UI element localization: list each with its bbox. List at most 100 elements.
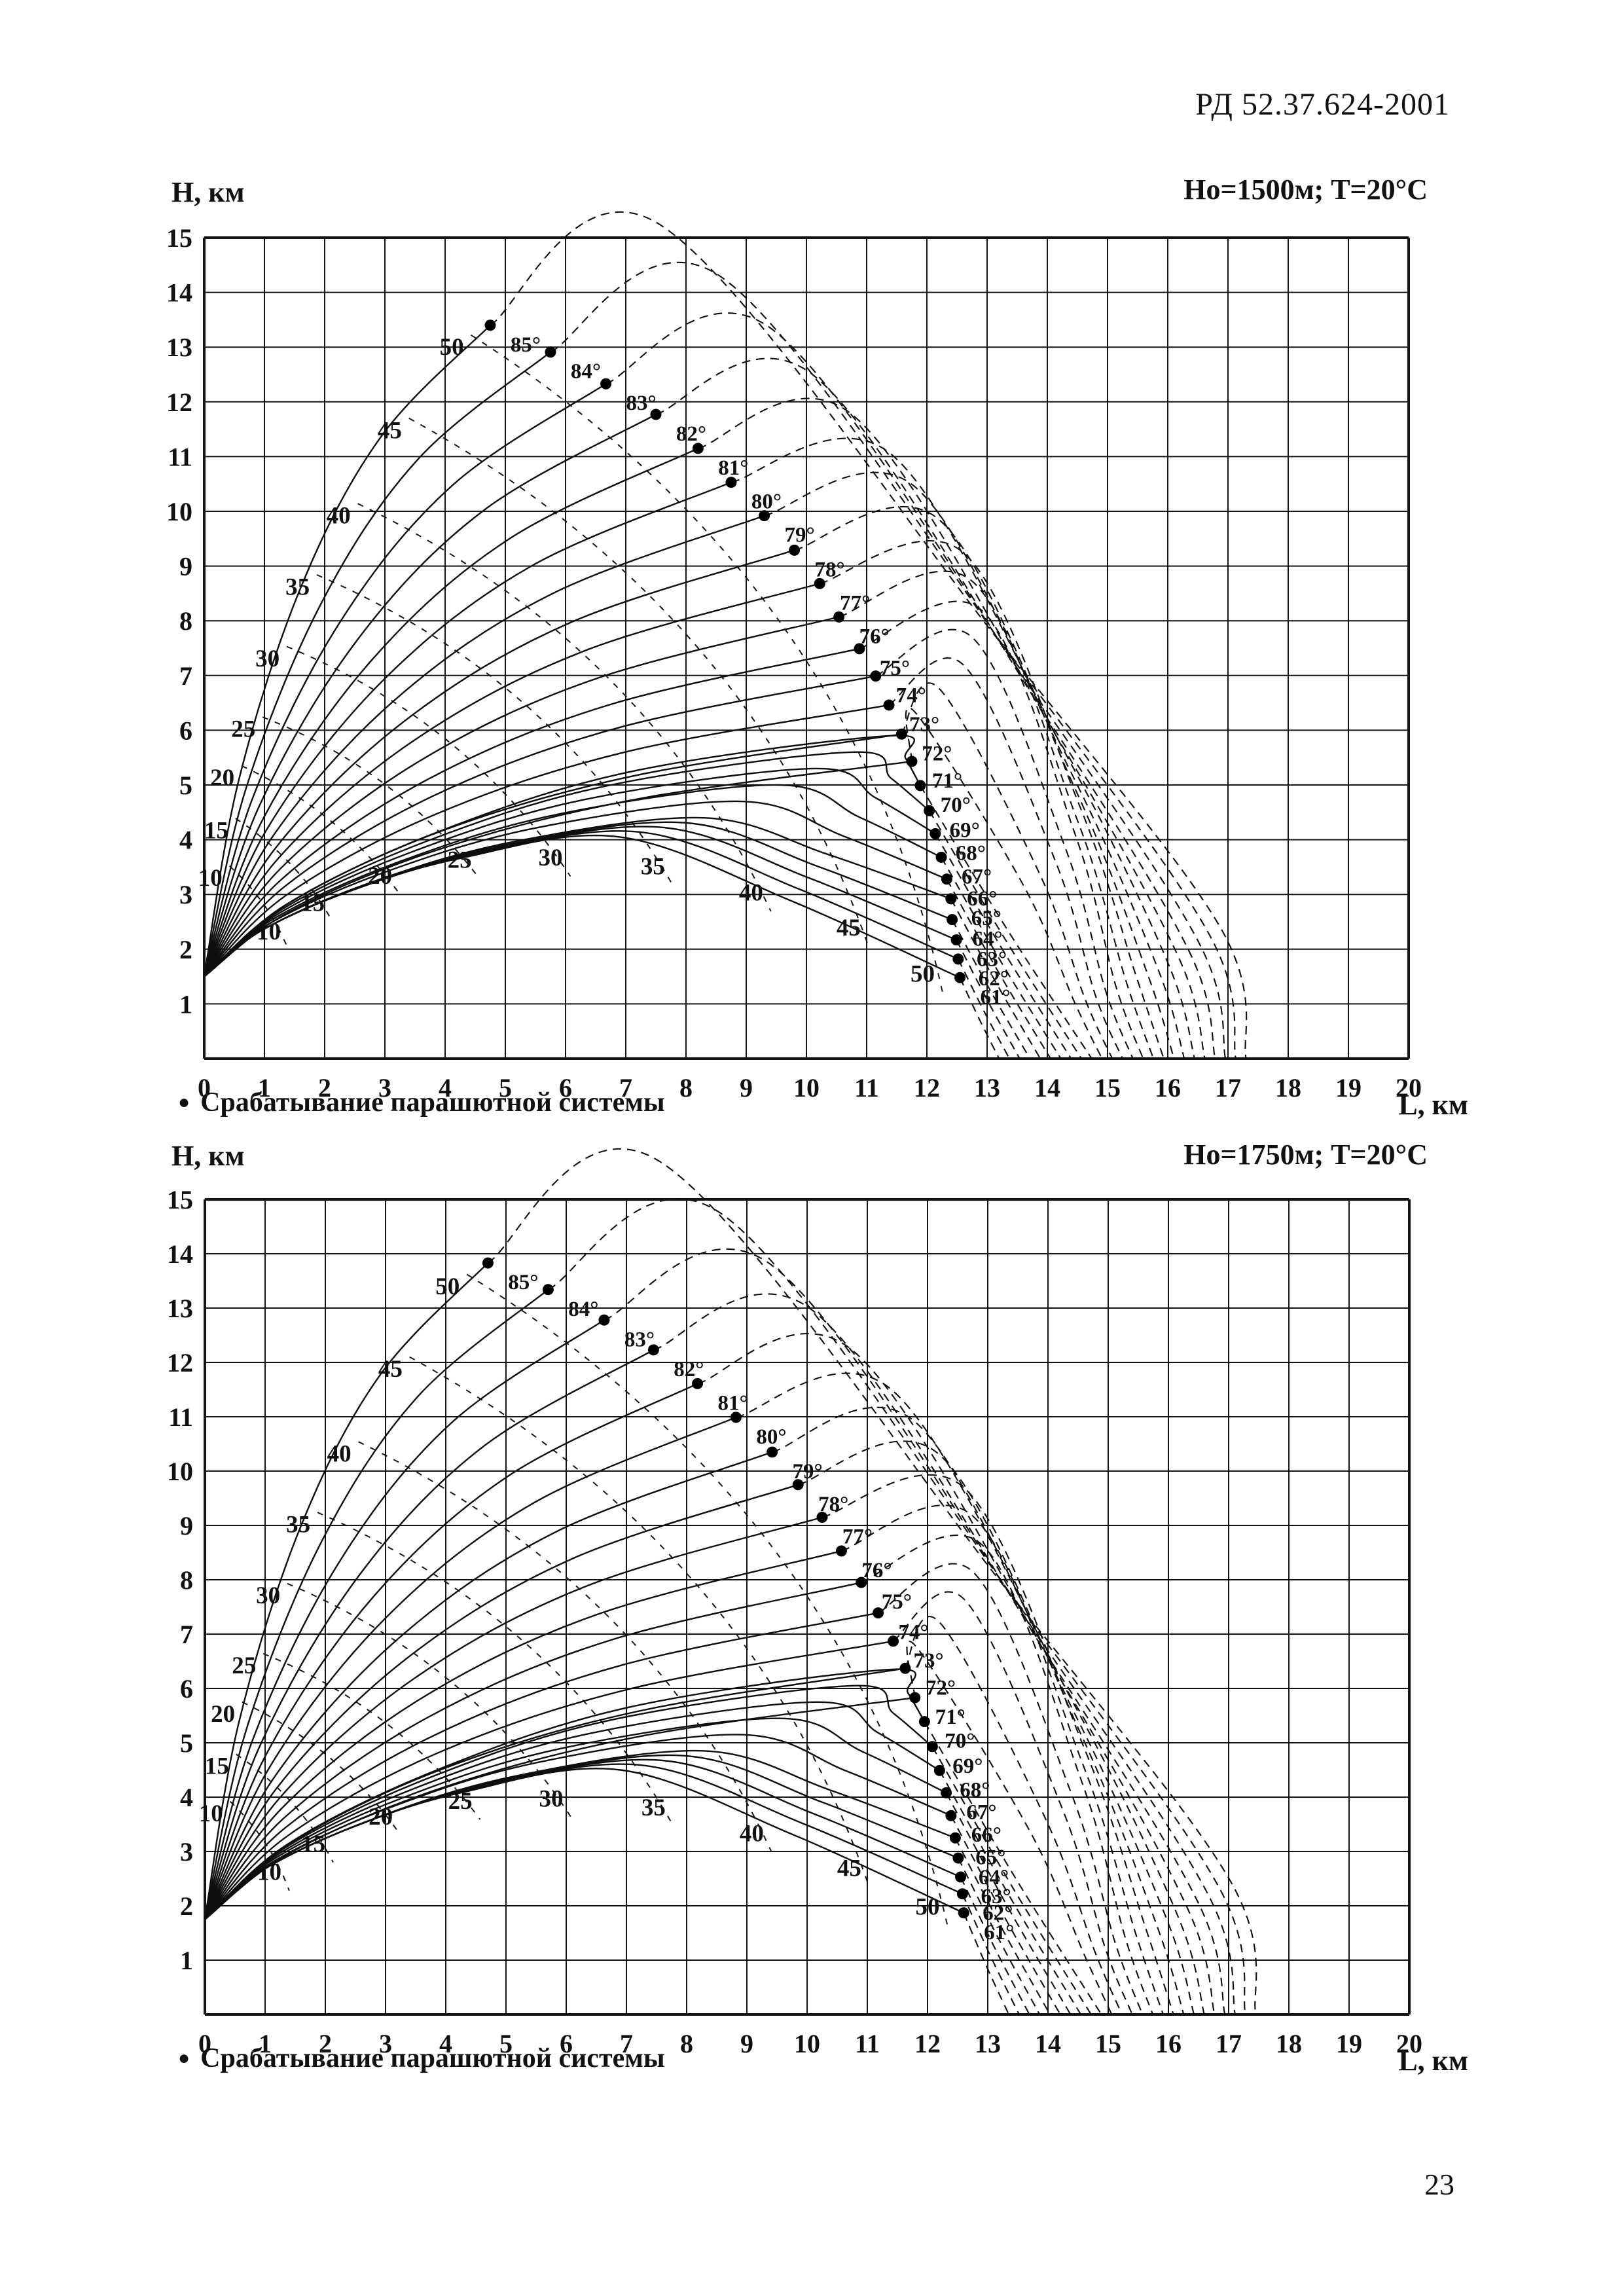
x-tick-label: 7 — [619, 1073, 632, 1102]
isoline-label-lower: 30 — [539, 1785, 564, 1812]
y-tick-label: 9 — [179, 552, 192, 581]
isoline-label-upper: 15 — [205, 1753, 229, 1780]
trajectory-68-ascent — [204, 1701, 941, 1920]
parachute-dot-icon: ● — [178, 2047, 190, 2069]
x-tick-label: 17 — [1216, 2029, 1242, 2058]
deployment-dot-81 — [692, 443, 704, 454]
trajectory-84-after-deployment — [550, 261, 1236, 1059]
angle-label-70: 70° — [941, 793, 971, 817]
angle-label-72: 72° — [922, 742, 952, 765]
trajectory-67-ascent — [204, 784, 942, 977]
trajectory-81-after-deployment — [698, 397, 1206, 1059]
y-tick-label: 4 — [179, 826, 192, 855]
trajectory-76-after-deployment — [839, 570, 1155, 1059]
deployment-dot-70 — [914, 780, 926, 792]
x-tick-label: 1 — [258, 1073, 271, 1102]
angle-label-71: 71° — [932, 769, 962, 793]
y-tick-label: 10 — [166, 497, 192, 526]
angle-label-66: 66° — [971, 1823, 1001, 1847]
trajectory-70-ascent — [204, 1668, 926, 1920]
x-tick-label: 15 — [1094, 1073, 1121, 1102]
x-tick-label: 4 — [439, 1073, 452, 1102]
y-tick-label: 5 — [179, 771, 192, 800]
y-tick-label: 3 — [179, 880, 192, 909]
x-tick-label: 20 — [1396, 1073, 1422, 1102]
y-tick-label: 11 — [168, 1402, 193, 1432]
isoline-label-upper: 15 — [204, 817, 228, 844]
deployment-dot-83 — [598, 1314, 610, 1326]
x-tick-label: 11 — [854, 1073, 879, 1102]
x-tick-label: 15 — [1095, 2029, 1121, 2058]
isoline-label-upper: 30 — [255, 646, 280, 672]
deployment-dot-73 — [883, 699, 895, 711]
angle-label-68: 68° — [960, 1778, 990, 1802]
trajectory-63-after-deployment — [960, 1876, 1030, 2015]
trajectory-67-ascent — [204, 1717, 947, 1920]
y-tick-label: 2 — [179, 935, 192, 964]
isoline-label-upper: 20 — [211, 1701, 235, 1728]
y-tick-label: 5 — [180, 1728, 193, 1758]
isoline-label-upper: 45 — [378, 417, 402, 444]
deployment-dot-70 — [918, 1716, 930, 1728]
y-tick-label: 4 — [180, 1783, 193, 1812]
angle-label-80: 80° — [756, 1425, 786, 1449]
isoline-label-lower: 40 — [739, 880, 763, 907]
x-tick-label: 14 — [1035, 2029, 1061, 2058]
deployment-dot-68 — [933, 1764, 945, 1776]
time-isoline-20s — [242, 1701, 401, 1836]
trajectory-66-ascent — [204, 1734, 952, 1920]
deployment-dot-80 — [730, 1412, 742, 1423]
angle-label-85: 85° — [508, 1271, 538, 1294]
y-tick-label: 13 — [167, 1294, 193, 1323]
angle-label-75: 75° — [880, 657, 910, 680]
x-tick-label: 18 — [1276, 2029, 1302, 2058]
trajectory-77-after-deployment — [821, 1474, 1174, 2015]
deployment-dot-85 — [484, 319, 496, 331]
deployment-dot-76 — [833, 611, 845, 623]
trajectory-83-ascent — [203, 383, 607, 977]
isoline-label-lower: 50 — [911, 960, 935, 987]
angle-label-76: 76° — [859, 625, 890, 648]
deployment-dot-78 — [792, 1479, 804, 1491]
y-tick-label: 10 — [167, 1457, 193, 1486]
time-isoline-50s — [471, 334, 943, 993]
trajectory-66-ascent — [204, 800, 947, 977]
trajectory-70-ascent — [204, 735, 921, 977]
angle-label-67: 67° — [962, 865, 992, 888]
chart2-title: Но=1750м; Т=20°С — [1183, 1139, 1428, 1171]
deployment-dot-66 — [941, 873, 952, 885]
isoline-label-lower: 30 — [539, 845, 563, 871]
trajectory-78-after-deployment — [794, 505, 1175, 1059]
trajectory-66-after-deployment — [946, 879, 1051, 1059]
angle-label-67: 67° — [966, 1800, 996, 1824]
angle-label-61: 61° — [984, 1921, 1014, 1944]
trajectory-66-after-deployment — [950, 1815, 1061, 2015]
angle-label-69: 69° — [952, 1755, 983, 1778]
chart2-legend: ● Срабатывание парашютной системы — [178, 2043, 665, 2074]
x-tick-label: 11 — [855, 2029, 880, 2058]
deployment-dot-61 — [958, 1907, 969, 1919]
page-number: 23 — [1424, 2168, 1454, 2201]
deployment-dot-62 — [956, 1888, 968, 1900]
trajectory-65-after-deployment — [950, 898, 1041, 1059]
isoline-label-lower: 45 — [837, 915, 861, 941]
x-tick-label: 2 — [318, 1073, 331, 1102]
angle-label-81: 81° — [718, 456, 748, 480]
deployment-dot-84 — [545, 346, 556, 358]
x-tick-label: 16 — [1155, 1073, 1181, 1102]
y-tick-label: 8 — [179, 606, 192, 636]
deployment-dot-72 — [895, 728, 907, 740]
trajectory-61-ascent — [204, 834, 961, 979]
trajectory-85-ascent — [204, 1262, 489, 1920]
trajectory-74-after-deployment — [875, 629, 1134, 1059]
deployment-dot-68 — [929, 828, 941, 839]
trajectory-70-after-deployment — [920, 785, 1092, 1059]
y-tick-label: 15 — [166, 223, 192, 253]
deployment-dot-80 — [725, 477, 737, 488]
deployment-dot-69 — [924, 805, 935, 816]
isoline-label-upper: 20 — [210, 765, 234, 792]
trajectory-61-after-deployment — [959, 977, 1000, 1059]
isoline-label-upper: 25 — [232, 1652, 256, 1679]
x-tick-label: 2 — [319, 2029, 332, 2058]
trajectory-85-ascent — [203, 324, 491, 977]
